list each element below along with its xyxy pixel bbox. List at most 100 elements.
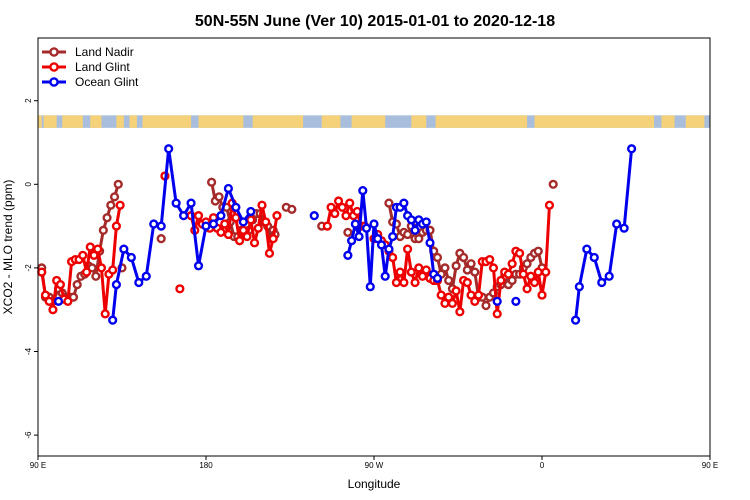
- data-point: [511, 296, 521, 306]
- data-point: [164, 144, 174, 154]
- y-axis: -6 -4 -2 0 2: [24, 98, 38, 439]
- data-point: [492, 296, 502, 306]
- data-point: [253, 223, 263, 233]
- data-point: [582, 244, 592, 254]
- data-point: [149, 219, 159, 229]
- data-point: [451, 286, 461, 296]
- data-point: [373, 234, 383, 244]
- land-segment: [129, 115, 137, 128]
- data-point: [388, 231, 398, 242]
- data-point: [55, 280, 66, 290]
- data-point: [287, 204, 297, 214]
- data-point: [361, 223, 372, 233]
- data-point: [106, 200, 116, 210]
- data-point: [570, 315, 581, 325]
- series-line: [574, 148, 634, 321]
- data-point: [268, 234, 278, 244]
- data-point: [444, 275, 454, 286]
- data-point: [485, 254, 495, 265]
- data-point: [544, 200, 555, 210]
- land-segment: [435, 115, 528, 128]
- data-point: [238, 217, 248, 227]
- land-segment: [351, 115, 386, 128]
- data-point: [459, 252, 469, 263]
- data-point: [358, 185, 368, 196]
- y-tick-label: 0: [24, 182, 33, 187]
- data-point: [345, 198, 355, 208]
- data-point: [365, 282, 375, 292]
- x-tick-label: 180: [199, 461, 213, 470]
- legend-label: Land Glint: [75, 60, 130, 74]
- y-tick-label: 2: [24, 98, 33, 103]
- data-point: [421, 217, 431, 227]
- data-point: [604, 271, 614, 281]
- data-point: [231, 202, 241, 212]
- land-segment: [198, 115, 244, 128]
- legend-label: Ocean Glint: [75, 75, 139, 89]
- x-tick-label: 90 W: [365, 461, 384, 470]
- land-segment: [321, 115, 341, 128]
- data-point: [533, 267, 543, 277]
- data-point: [208, 219, 219, 229]
- y-tick-label: -2: [24, 264, 33, 272]
- data-point: [526, 271, 536, 281]
- data-point: [115, 200, 125, 210]
- data-point: [207, 177, 217, 187]
- y-tick-label: -6: [24, 431, 33, 439]
- data-point: [343, 227, 353, 237]
- data-point: [98, 225, 108, 235]
- data-point: [507, 275, 517, 286]
- data-point: [87, 263, 97, 273]
- land-segment: [90, 115, 102, 128]
- legend-marker: [49, 77, 59, 87]
- legend-marker: [49, 47, 59, 57]
- data-point: [388, 252, 398, 263]
- data-point: [220, 219, 230, 229]
- data-point: [72, 280, 82, 290]
- data-point: [522, 284, 532, 294]
- data-point: [514, 248, 525, 258]
- data-point: [134, 277, 144, 288]
- data-point: [529, 277, 540, 288]
- data-point: [548, 179, 558, 189]
- data-point: [37, 267, 47, 277]
- data-point: [78, 250, 88, 260]
- data-point: [68, 292, 79, 302]
- data-point: [347, 236, 357, 246]
- data-point: [574, 282, 584, 292]
- land-segment: [685, 115, 705, 128]
- data-point: [444, 292, 454, 302]
- data-point: [597, 277, 607, 288]
- data-point: [272, 211, 282, 221]
- data-point: [384, 244, 394, 254]
- data-point: [447, 298, 458, 309]
- data-point: [432, 252, 443, 263]
- data-point: [507, 259, 517, 269]
- x-tick-label: 0: [540, 461, 545, 470]
- data-point: [216, 211, 226, 221]
- data-point: [100, 309, 110, 319]
- data-point: [53, 296, 64, 306]
- data-point: [171, 198, 181, 208]
- data-point: [481, 300, 491, 311]
- data-point: [257, 200, 267, 210]
- data-point: [216, 227, 226, 237]
- data-point: [455, 307, 465, 317]
- data-point: [309, 211, 319, 221]
- data-point: [395, 267, 405, 277]
- data-point: [403, 244, 413, 254]
- data-point: [470, 296, 480, 306]
- data-point: [156, 234, 166, 244]
- data-point: [126, 252, 136, 263]
- data-point: [175, 284, 185, 294]
- data-point: [410, 277, 420, 288]
- data-point: [242, 231, 252, 242]
- data-point: [141, 271, 151, 281]
- series-ocean-glint: [53, 144, 637, 325]
- data-point: [337, 202, 347, 212]
- data-point: [341, 211, 351, 221]
- land-segment: [142, 115, 192, 128]
- data-point: [488, 263, 499, 273]
- data-point: [410, 225, 420, 235]
- data-point: [40, 290, 51, 300]
